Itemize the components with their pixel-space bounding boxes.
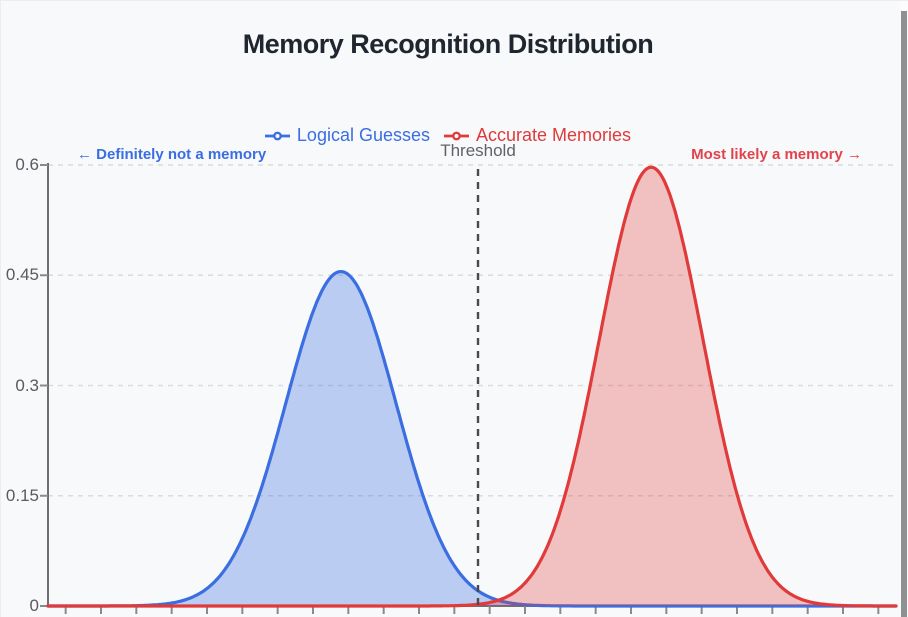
legend-item-accurate-memories[interactable]: Accurate Memories xyxy=(444,125,631,146)
chart-title: Memory Recognition Distribution xyxy=(242,29,654,59)
scrollbar[interactable] xyxy=(900,1,908,617)
y-tick-label: 0.6 xyxy=(15,155,39,174)
y-tick-label: 0.45 xyxy=(5,265,39,285)
y-tick-label: 0.15 xyxy=(5,485,39,505)
legend: Logical Guesses Accurate Memories xyxy=(1,125,895,146)
line-point-marker-icon xyxy=(444,130,469,142)
annotation-most-likely-memory: Most likely a memory → xyxy=(691,146,862,163)
line-point-marker-icon xyxy=(264,130,290,142)
legend-item-logical-guesses[interactable]: Logical Guesses xyxy=(264,125,430,146)
annotation-definitely-not-memory: ← Definitely not a memory xyxy=(77,146,267,163)
threshold-label: Threshold xyxy=(440,141,516,160)
scrollbar-thumb[interactable] xyxy=(901,11,907,617)
y-tick-label: 0.3 xyxy=(15,375,39,395)
legend-label: Accurate Memories xyxy=(476,125,632,145)
legend-label: Logical Guesses xyxy=(296,125,430,145)
y-tick-label: 0 xyxy=(29,596,39,615)
